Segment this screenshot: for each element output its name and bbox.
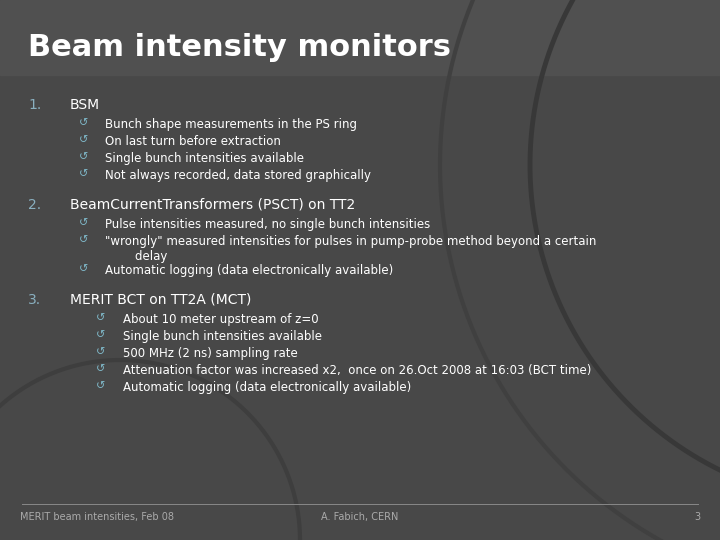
Text: Single bunch intensities available: Single bunch intensities available: [123, 330, 322, 343]
Text: 3.: 3.: [28, 293, 41, 307]
Text: A. Fabich, CERN: A. Fabich, CERN: [321, 512, 399, 522]
Text: On last turn before extraction: On last turn before extraction: [105, 135, 281, 148]
Text: About 10 meter upstream of z=0: About 10 meter upstream of z=0: [123, 313, 319, 326]
Text: BeamCurrentTransformers (PSCT) on TT2: BeamCurrentTransformers (PSCT) on TT2: [70, 198, 355, 212]
Text: 2.: 2.: [28, 198, 41, 212]
Text: Single bunch intensities available: Single bunch intensities available: [105, 152, 304, 165]
Text: ↺: ↺: [96, 364, 106, 374]
Text: ↺: ↺: [79, 235, 89, 245]
Text: MERIT BCT on TT2A (MCT): MERIT BCT on TT2A (MCT): [70, 293, 251, 307]
Text: 1.: 1.: [28, 98, 41, 112]
Text: Attenuation factor was increased x2,  once on 26.Oct 2008 at 16:03 (BCT time): Attenuation factor was increased x2, onc…: [123, 364, 591, 377]
Text: 3: 3: [694, 512, 700, 522]
Text: ↺: ↺: [96, 330, 106, 340]
Text: ↺: ↺: [79, 169, 89, 179]
Text: ↺: ↺: [79, 152, 89, 162]
Text: Automatic logging (data electronically available): Automatic logging (data electronically a…: [105, 264, 393, 277]
Text: "wrongly" measured intensities for pulses in pump-probe method beyond a certain
: "wrongly" measured intensities for pulse…: [105, 235, 596, 263]
Text: 500 MHz (2 ns) sampling rate: 500 MHz (2 ns) sampling rate: [123, 347, 298, 360]
Text: ↺: ↺: [96, 313, 106, 323]
Text: ↺: ↺: [79, 264, 89, 274]
Text: Beam intensity monitors: Beam intensity monitors: [28, 33, 451, 63]
Text: Automatic logging (data electronically available): Automatic logging (data electronically a…: [123, 381, 411, 394]
Text: Not always recorded, data stored graphically: Not always recorded, data stored graphic…: [105, 169, 371, 182]
Text: ↺: ↺: [96, 347, 106, 357]
Text: ↺: ↺: [79, 118, 89, 128]
Text: Pulse intensities measured, no single bunch intensities: Pulse intensities measured, no single bu…: [105, 218, 431, 231]
Bar: [0, 0, 720, 75]
Text: BSM: BSM: [70, 98, 100, 112]
Text: ↺: ↺: [79, 218, 89, 228]
Text: Bunch shape measurements in the PS ring: Bunch shape measurements in the PS ring: [105, 118, 357, 131]
Text: MERIT beam intensities, Feb 08: MERIT beam intensities, Feb 08: [20, 512, 174, 522]
Text: ↺: ↺: [96, 381, 106, 391]
Text: ↺: ↺: [79, 135, 89, 145]
